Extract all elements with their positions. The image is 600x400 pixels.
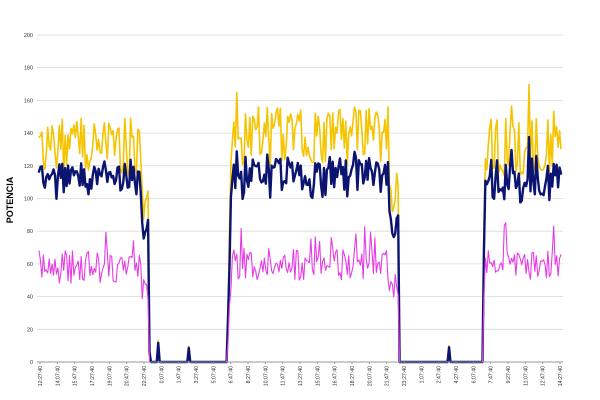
x-tick-label: 15:47:40 bbox=[73, 366, 79, 386]
x-tick-label: 15:07:40 bbox=[315, 366, 321, 386]
y-tick-label: 140 bbox=[24, 131, 33, 137]
x-tick-label: 7:47:40 bbox=[489, 366, 495, 383]
x-tick-label: 21:47:40 bbox=[385, 366, 391, 386]
y-tick-label: 160 bbox=[24, 98, 33, 104]
y-tick-label: 180 bbox=[24, 66, 33, 72]
x-tick-label: 22:27:40 bbox=[142, 366, 148, 386]
x-tick-label: 6:07:40 bbox=[471, 366, 477, 383]
x-tick-label: 20:07:40 bbox=[367, 366, 373, 386]
y-tick-label: 200 bbox=[24, 33, 33, 39]
x-tick-label: 11:07:40 bbox=[523, 366, 529, 386]
x-tick-label: 6:47:40 bbox=[229, 366, 235, 383]
x-tick-label: 20:47:40 bbox=[125, 366, 131, 386]
y-axis-ticks: 0 20 40 60 80 100 120 140 160 180 200 bbox=[24, 33, 33, 366]
x-tick-label: 12:27:40 bbox=[38, 366, 44, 386]
x-axis-ticks: 12:27:40 14:07:40 15:47:40 17:27:40 19:07:40… bbox=[38, 362, 564, 386]
x-tick-label: 2:47:40 bbox=[437, 366, 443, 383]
x-tick-label: 1:47:40 bbox=[177, 366, 183, 383]
x-tick-label: 9:27:40 bbox=[506, 366, 512, 383]
x-tick-label: 0:07:40 bbox=[159, 366, 165, 383]
y-tick-label: 0 bbox=[30, 360, 33, 366]
y-tick-label: 100 bbox=[24, 197, 33, 203]
x-tick-label: 11:47:40 bbox=[281, 366, 287, 386]
y-tick-label: 60 bbox=[27, 262, 33, 268]
y-axis-label: POTENCIA bbox=[5, 176, 15, 223]
y-tick-label: 120 bbox=[24, 164, 33, 170]
x-tick-label: 23:27:40 bbox=[402, 366, 408, 386]
x-tick-label: 3:27:40 bbox=[194, 366, 200, 383]
x-tick-label: 10:07:40 bbox=[263, 366, 269, 386]
y-tick-label: 40 bbox=[27, 295, 33, 301]
x-tick-label: 12:47:40 bbox=[541, 366, 547, 386]
x-tick-label: 14:27:40 bbox=[558, 366, 564, 386]
x-tick-label: 13:27:40 bbox=[298, 366, 304, 386]
series-lines bbox=[37, 83, 563, 364]
y-tick-label: 80 bbox=[27, 229, 33, 235]
x-tick-label: 18:27:40 bbox=[350, 366, 356, 386]
x-tick-label: 8:27:40 bbox=[246, 366, 252, 383]
x-tick-label: 1:07:40 bbox=[419, 366, 425, 383]
x-tick-label: 4:27:40 bbox=[454, 366, 460, 383]
x-tick-label: 19:07:40 bbox=[107, 366, 113, 386]
x-tick-label: 5:07:40 bbox=[211, 366, 217, 383]
x-tick-label: 17:27:40 bbox=[90, 366, 96, 386]
x-tick-label: 16:47:40 bbox=[333, 366, 339, 386]
y-tick-label: 20 bbox=[27, 327, 33, 333]
x-tick-label: 14:07:40 bbox=[55, 366, 61, 386]
